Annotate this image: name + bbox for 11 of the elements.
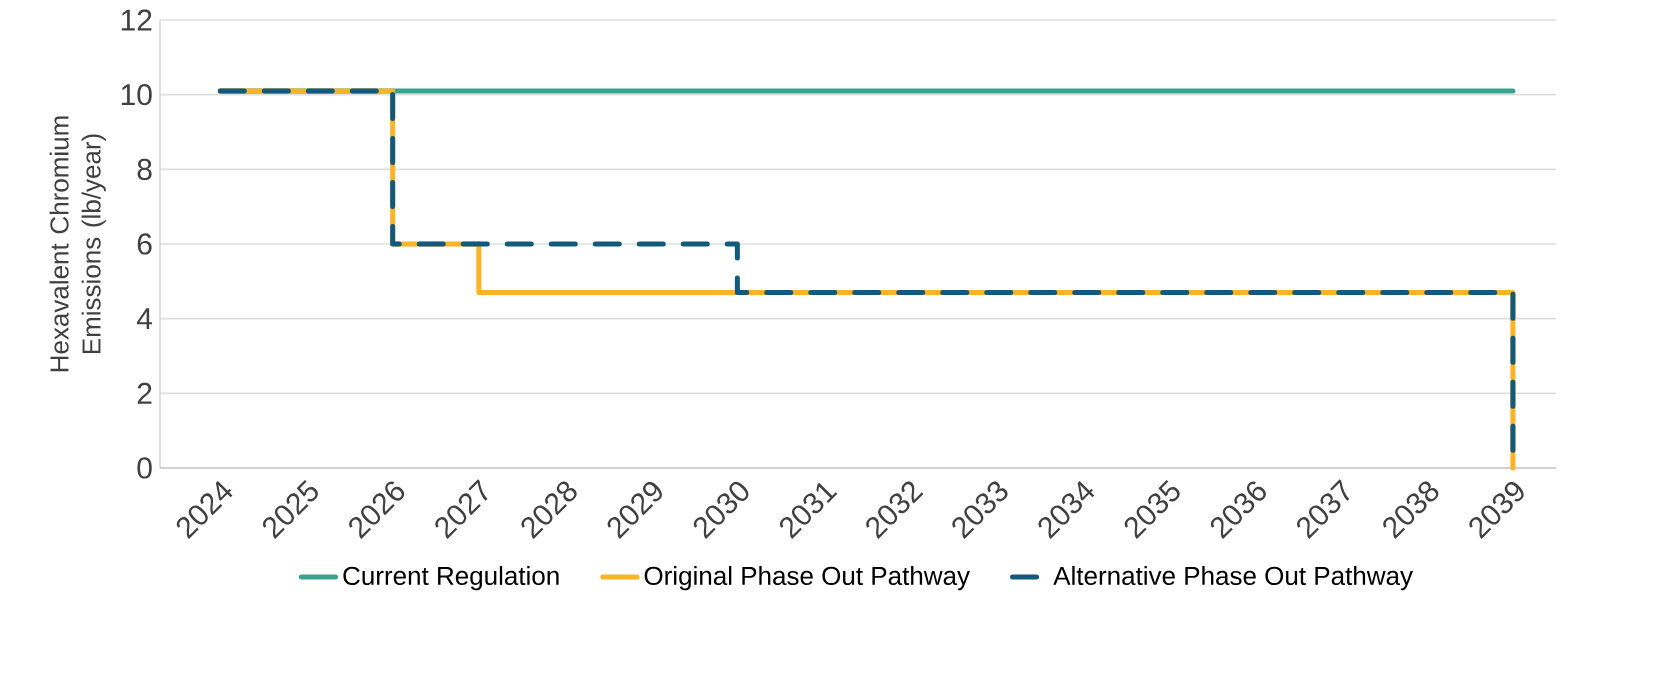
- y-tick-label: 10: [121, 84, 152, 106]
- y-axis-title: Hexavalent Chromium Emissions (lb/year): [49, 116, 106, 372]
- y-tick-label: 0: [137, 457, 152, 479]
- y-tick-label: 2: [137, 382, 152, 404]
- y-tick-label: 6: [137, 233, 152, 255]
- y-tick-label: 4: [136, 308, 153, 329]
- legend-label: Original Phase Out Pathway: [644, 565, 970, 591]
- y-tick-label: 8: [137, 158, 152, 180]
- y-tick-label: 12: [121, 9, 152, 31]
- legend-label: Current Regulation: [343, 565, 559, 591]
- legend-label: Alternative Phase Out Pathway: [1053, 565, 1413, 591]
